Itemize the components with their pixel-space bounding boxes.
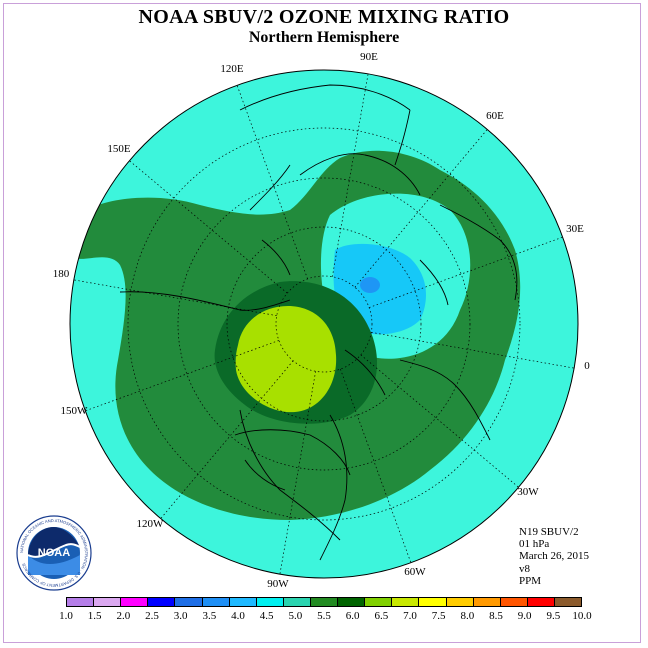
colorbar-swatch [94,598,122,606]
colorbar-tick-label: 1.0 [59,610,73,622]
colorbar-swatch [473,598,501,606]
lon-label-60e: 60E [486,110,504,122]
colorbar-tick-label: 4.0 [231,610,245,622]
colorbar [66,597,582,607]
colorbar-tick-label: 5.0 [288,610,303,622]
colorbar-tick-label: 1.5 [87,610,102,622]
colorbar-tick-label: 8.5 [489,610,503,622]
colorbar-tick-label: 4.5 [259,610,274,622]
colorbar-swatch [256,598,284,606]
latitude-circles [127,127,521,521]
colorbar-tick-label: 3.5 [202,610,217,622]
colorbar-tick-label: 6.0 [345,610,360,622]
colorbar-swatch [446,598,474,606]
lon-label-150w: 150W [60,405,88,417]
info-satellite: N19 SBUV/2 [519,526,579,538]
lon-label-120w: 120W [136,518,164,530]
colorbar-swatch [283,598,311,606]
colorbar-tick-label: 3.0 [173,610,188,622]
noaa-logo: NOAA NATIONAL OCEANIC AND ATMOSPHERIC AD… [16,515,92,591]
colorbar-swatch [202,598,230,606]
colorbar-swatch [229,598,257,606]
colorbar-swatch [310,598,339,606]
colorbar-tick-label: 2.5 [145,610,159,622]
lon-label-30w: 30W [517,486,539,498]
colorbar-swatch [392,598,420,606]
coastlines [119,84,518,561]
colorbar-swatch [419,598,447,606]
colorbar-tick-label: 7.0 [403,610,417,622]
colorbar-tick-label: 6.5 [374,610,389,622]
colorbar-swatch [67,598,95,606]
contour-6.5-region [235,306,337,413]
colorbar-tick-label: 10.0 [572,610,592,622]
colorbar-tick-label: 9.0 [517,610,532,622]
colorbar-tick-label: 8.0 [460,610,475,622]
colorbar-tick-label: 2.0 [116,610,131,622]
colorbar-swatch [121,598,149,606]
lon-label-0: 0 [584,360,590,372]
colorbar-swatch [148,598,176,606]
map-subtitle: Northern Hemisphere [248,29,400,46]
colorbar-swatch [554,598,582,606]
product-info: N19 SBUV/2 01 hPa March 26, 2015 v8 PPM [519,526,589,587]
contour-3.5-spot [360,277,380,293]
colorbar-tick-label: 9.5 [546,610,561,622]
logo-text: NOAA [38,547,70,559]
colorbar-tick-label: 5.5 [317,610,331,622]
info-version: v8 [519,562,530,575]
lon-label-90w: 90W [267,578,289,590]
lon-label-60w: 60W [404,566,426,578]
lon-label-90e: 90E [360,51,378,63]
lon-label-180: 180 [52,268,70,280]
info-date: March 26, 2015 [519,550,589,563]
colorbar-tick-label: 7.5 [431,610,446,622]
map-title: NOAA SBUV/2 OZONE MIXING RATIO [138,6,510,28]
colorbar-swatch [175,598,203,606]
lon-label-30e: 30E [566,223,584,235]
figure-frame [3,3,641,643]
colorbar-swatch [500,598,528,606]
colorbar-swatch [338,598,366,606]
globe-outline [69,69,579,579]
colorbar-swatch [365,598,393,606]
info-level: 01 hPa [519,538,550,551]
info-units: PPM [519,574,542,587]
lon-label-150e: 150E [107,143,131,155]
colorbar-swatch [527,598,555,606]
lon-label-120e: 120E [220,63,244,75]
